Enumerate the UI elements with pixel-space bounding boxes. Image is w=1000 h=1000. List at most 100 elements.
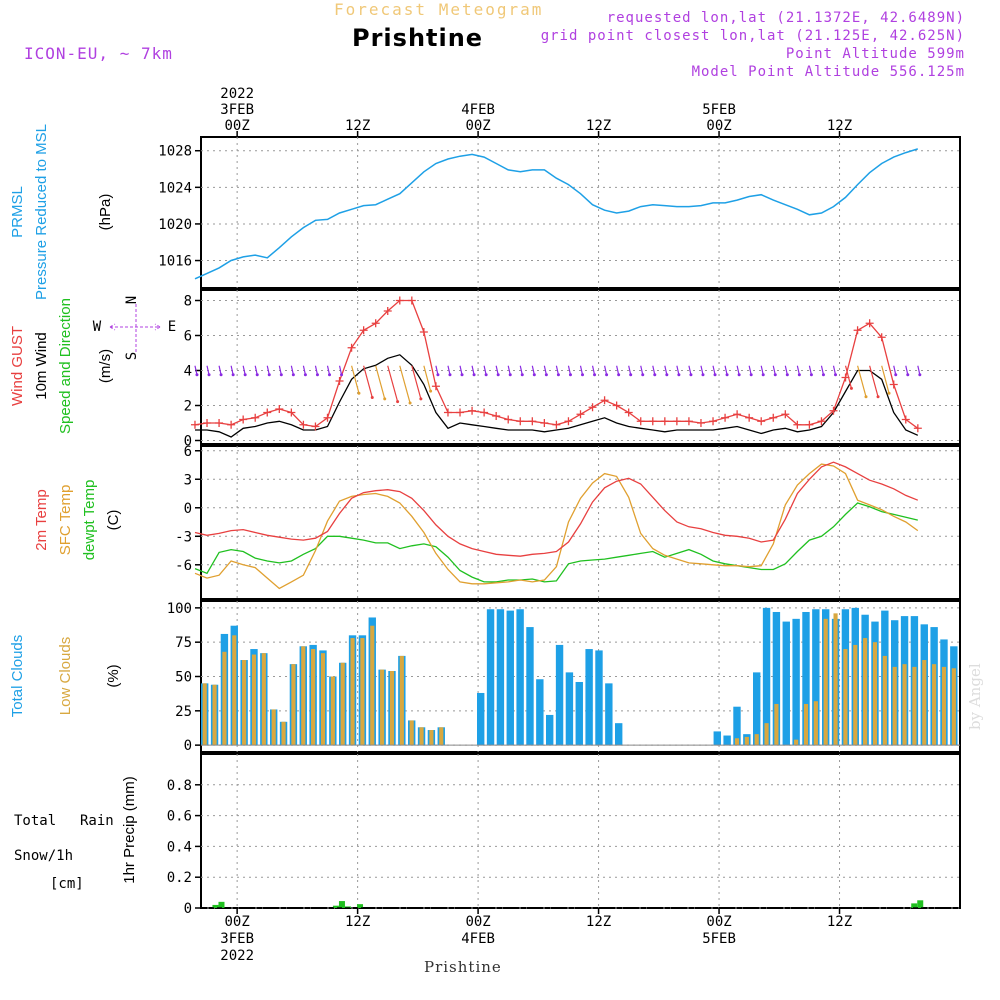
wind-gust-title: Wind GUST (9, 326, 26, 406)
wind-direction-arrow (736, 365, 741, 377)
wind-direction-arrow (326, 365, 331, 377)
wind-arrow-shaft (314, 365, 319, 375)
wind-arrow-head (396, 400, 400, 404)
wind-arrow-shaft (363, 365, 373, 398)
y-tick-label: 0 (184, 434, 192, 450)
gust-marker (733, 410, 742, 419)
wind-direction-arrow (218, 365, 223, 377)
y-tick-label: 3 (184, 472, 192, 488)
wind-arrow-head (419, 397, 423, 401)
top-time-label: 12Z (586, 118, 611, 134)
wind-direction-arrow (700, 365, 705, 377)
total-cloud-bar (555, 644, 564, 746)
gust-marker (323, 413, 332, 422)
wind-arrow-shaft (507, 365, 511, 375)
location-title: Prishtine (352, 24, 484, 52)
total-cloud-bar (486, 609, 495, 746)
y-tick-label: 1024 (158, 180, 192, 196)
wind-arrow-shaft (808, 365, 812, 375)
total-cloud-bar (516, 609, 524, 746)
wind-arrow-shaft (278, 365, 282, 375)
legend-snow-unit: [cm] (50, 876, 84, 892)
low-cloud-bar (902, 664, 907, 746)
wind-arrow-head (243, 373, 247, 377)
wind-arrow-shaft (784, 365, 788, 375)
wind-direction-arrow (832, 365, 837, 377)
wind-arrow-head (496, 373, 500, 377)
wind-direction-arrow (351, 365, 361, 395)
wind-arrow-shaft (290, 365, 294, 375)
y-tick-label: -3 (175, 529, 192, 545)
model-label: ICON-EU, ~ 7km (24, 44, 173, 63)
gust-marker (721, 413, 730, 422)
wind-direction-arrow (688, 365, 693, 377)
total-cloud-bar (595, 650, 603, 746)
panel-precip: 0 0.2 0.4 0.6 0.8 (167, 753, 961, 917)
low-cloud-bar (222, 651, 227, 746)
wind-arrow-shaft (435, 365, 439, 375)
total-cloud-bar (536, 679, 544, 746)
compass-legend: N S W E (93, 296, 176, 360)
gust-marker (600, 396, 609, 405)
requested-coords: requested lon,lat (21.1372E, 42.6489N) (606, 10, 965, 26)
wind-direction-arrow (893, 365, 898, 377)
wind-direction-arrow (796, 365, 801, 377)
gust-marker (516, 417, 525, 426)
low-cloud-bar (380, 669, 385, 746)
gust-marker (757, 417, 766, 426)
wind-arrow-head (267, 373, 271, 377)
panel-pressure: 1016 1020 1024 1028 (158, 136, 961, 289)
wind-arrow-shaft (206, 365, 210, 375)
wind-arrow-head (207, 373, 211, 377)
low-cloud-bar (389, 671, 395, 746)
gust-marker (564, 417, 573, 426)
wind-direction-arrow (664, 365, 669, 377)
gust-marker (275, 405, 284, 413)
panel-frame (200, 136, 961, 289)
wind-direction-arrow (760, 365, 765, 377)
wind-arrow-head (887, 391, 891, 395)
wind-direction-arrow (387, 365, 400, 404)
gust-marker (419, 328, 428, 336)
wind-arrow-shaft (543, 365, 547, 375)
y-tick-label: 1016 (158, 254, 192, 270)
wind-arrow-shaft (519, 365, 523, 375)
low-cloud-bar (922, 660, 927, 746)
wind-direction-arrow (531, 365, 536, 377)
wind-arrow-shaft (471, 365, 475, 375)
wind-arrow-shaft (772, 365, 776, 375)
low-cloud-bar (202, 683, 207, 746)
temp-unit: (C) (105, 510, 122, 531)
wind-direction-arrow (230, 365, 235, 377)
wind-arrow-shaft (688, 365, 692, 375)
compass-n: N (124, 296, 140, 304)
top-time-label: 5FEB (702, 102, 736, 118)
low-cloud-bar (794, 739, 799, 746)
gust-marker (311, 422, 320, 431)
gust-marker (829, 406, 838, 415)
gust-marker (853, 326, 862, 335)
top-time-label: 2022 (220, 86, 254, 102)
dewpoint-line (194, 502, 918, 583)
wind-arrow-head (508, 373, 512, 377)
gust-marker (696, 419, 705, 427)
bottom-time-label: 00Z (706, 914, 731, 930)
low-cloud-bar (370, 625, 375, 746)
wind-direction-arrow (905, 365, 910, 377)
model-altitude: Model Point Altitude 556.125m (691, 64, 965, 80)
wind-arrow-head (556, 373, 560, 377)
low-cloud-bar (399, 655, 404, 746)
footer-location: Prishtine (424, 958, 502, 976)
top-time-label: 00Z (465, 118, 490, 134)
panel-frame (200, 289, 961, 445)
gust-marker (540, 419, 549, 427)
gust-marker (359, 326, 368, 335)
wind-arrow-shaft (820, 365, 825, 375)
gust-marker (793, 420, 802, 429)
wind-arrow-shaft (351, 365, 360, 394)
gust-marker (588, 403, 597, 412)
gust-marker (371, 319, 380, 328)
wind-arrow-head (315, 373, 319, 377)
gust-marker (552, 420, 561, 429)
gust-marker (443, 408, 452, 417)
